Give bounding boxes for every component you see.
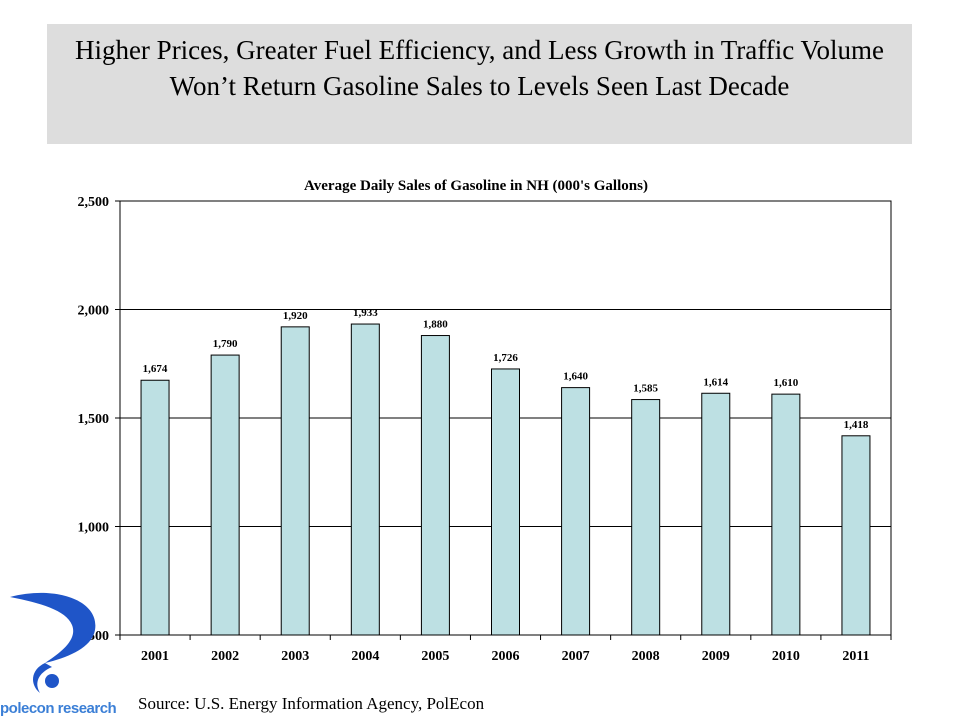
- data-label: 1,726: [493, 352, 518, 364]
- x-tick-label: 2003: [281, 649, 309, 664]
- labels: 5001,0001,5002,0002,5001,67420011,790200…: [78, 195, 870, 664]
- data-label: 1,920: [283, 310, 308, 322]
- data-label: 1,674: [143, 363, 168, 375]
- polecon-logo-text: polecon research: [0, 700, 117, 717]
- x-tick-label: 2011: [842, 649, 869, 664]
- bar-2005: [420, 335, 450, 636]
- data-label: 1,880: [423, 319, 448, 331]
- data-label: 1,610: [773, 377, 798, 389]
- y-tick-label: 1,500: [78, 412, 110, 427]
- bar-2006: [491, 368, 520, 636]
- slide-title: Higher Prices, Greater Fuel Efficiency, …: [74, 35, 885, 101]
- data-label: 1,640: [563, 371, 588, 383]
- x-tick-label: 2001: [141, 649, 169, 664]
- data-label: 1,585: [633, 383, 658, 395]
- x-tick-label: 2002: [211, 649, 239, 664]
- bar-2008: [631, 399, 661, 636]
- x-tick-label: 2010: [772, 649, 800, 664]
- x-tick-label: 2006: [492, 649, 520, 664]
- x-tick-label: 2008: [632, 649, 660, 664]
- bar-2004: [350, 323, 380, 636]
- bar-2003: [280, 326, 310, 636]
- data-label: 1,418: [844, 419, 869, 431]
- bar-2009: [701, 392, 731, 636]
- bar-2001: [140, 379, 170, 636]
- x-tick-label: 2007: [562, 649, 590, 664]
- data-label: 1,790: [213, 338, 238, 350]
- bar-2010: [771, 393, 801, 636]
- source-note: Source: U.S. Energy Information Agency, …: [138, 694, 485, 713]
- bars: [140, 323, 871, 636]
- y-tick-label: 2,500: [78, 195, 110, 210]
- bar-2011: [841, 435, 871, 636]
- polecon-logo: [0, 585, 120, 720]
- y-tick-label: 2,000: [78, 304, 110, 319]
- bar-2007: [561, 387, 591, 636]
- axes: [115, 200, 892, 640]
- x-tick-label: 2004: [351, 649, 379, 664]
- x-tick-label: 2009: [702, 649, 730, 664]
- chart-title: Average Daily Sales of Gasoline in NH (0…: [304, 178, 648, 194]
- bar-2002: [210, 354, 240, 636]
- title-banner: Higher Prices, Greater Fuel Efficiency, …: [47, 24, 912, 144]
- data-label: 1,933: [353, 307, 378, 319]
- x-tick-label: 2005: [421, 649, 449, 664]
- polecon-logo-icon: [10, 592, 96, 693]
- data-label: 1,614: [703, 376, 728, 388]
- y-tick-label: 1,000: [78, 521, 110, 536]
